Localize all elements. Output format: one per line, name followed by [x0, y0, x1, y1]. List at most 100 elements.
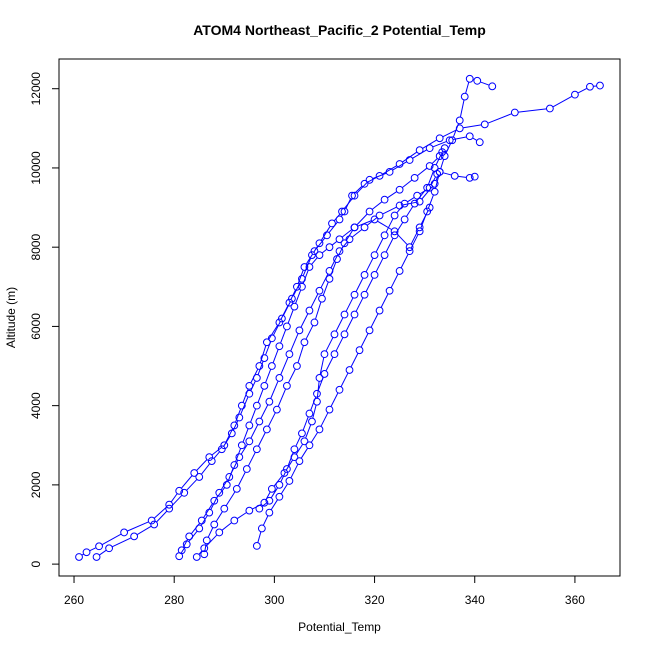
series-segment [283, 301, 291, 316]
data-point [75, 553, 83, 561]
data-point [237, 441, 246, 450]
series-segment [270, 499, 278, 510]
series-segment [577, 87, 587, 94]
series-segment [343, 198, 353, 210]
series-segment [240, 396, 249, 415]
data-point [365, 175, 374, 184]
series-segment [237, 472, 246, 486]
data-point [596, 81, 604, 90]
x-tick-label: 300 [264, 593, 284, 607]
data-point [165, 504, 174, 513]
data-point [192, 553, 201, 561]
series-segment [365, 258, 374, 272]
y-tick-label: 2000 [29, 471, 43, 498]
y-tick-label: 10000 [29, 151, 43, 185]
data-point [385, 168, 394, 176]
data-point [200, 544, 209, 553]
series-segment [302, 258, 312, 276]
series-segment [227, 468, 234, 482]
series-segment [442, 129, 457, 138]
data-point [180, 488, 189, 497]
series-segment [396, 206, 403, 214]
series-segment [396, 233, 408, 245]
series-3 [175, 168, 479, 561]
data-point [195, 473, 204, 481]
series-5 [252, 74, 497, 550]
data-point [257, 524, 266, 533]
series-6 [192, 169, 442, 561]
data-point [230, 461, 239, 469]
data-point [380, 195, 389, 204]
series-segment [211, 447, 222, 456]
series-segment [287, 452, 294, 466]
data-point [350, 223, 359, 232]
series-segment [248, 452, 256, 467]
series-segment [265, 369, 272, 383]
data-point [272, 405, 281, 414]
data-point [235, 453, 244, 462]
series-segment [99, 549, 107, 556]
series-segment [311, 257, 318, 265]
series-segment [392, 161, 407, 171]
data-point [293, 362, 301, 370]
x-axis-label: Potential_Temp [298, 620, 381, 634]
data-point [242, 465, 251, 473]
x-tick-label: 260 [64, 593, 84, 607]
y-tick-label: 8000 [29, 234, 43, 261]
series-segment [430, 176, 436, 185]
data-point [237, 401, 246, 410]
data-point [310, 318, 319, 327]
data-point [475, 138, 484, 147]
series-4 [200, 144, 449, 559]
series-segment [375, 258, 384, 272]
series-segment [412, 149, 427, 159]
series-segment [302, 270, 309, 284]
series-segment [295, 436, 301, 447]
series-segment [305, 424, 312, 439]
series-segment [319, 357, 325, 375]
data-point [215, 488, 224, 497]
series-segment [552, 95, 573, 108]
series-segment [360, 333, 369, 348]
series-segment [154, 506, 167, 519]
series-segment [240, 444, 248, 455]
data-point [375, 171, 384, 180]
data-point [365, 207, 374, 216]
data-point [360, 179, 369, 188]
data-point [245, 389, 254, 398]
series-segment [328, 221, 338, 233]
series-segment [203, 503, 213, 518]
series-segment [372, 201, 383, 210]
series-segment [356, 182, 368, 194]
series-segment [290, 289, 296, 300]
series-segment [427, 171, 434, 185]
series-segment [101, 533, 122, 545]
series-segment [325, 357, 334, 371]
series-segment [235, 448, 242, 462]
data-point [217, 445, 226, 454]
series-segment [225, 491, 236, 506]
data-point [202, 536, 211, 545]
data-point [255, 362, 264, 370]
data-point [275, 374, 284, 382]
data-point [325, 243, 334, 252]
series-segment [272, 349, 279, 363]
series-segment [257, 361, 264, 375]
x-tick-label: 360 [565, 593, 585, 607]
series-segment [427, 194, 434, 209]
data-point [95, 542, 103, 551]
series-segment [310, 396, 317, 411]
series-segment [435, 155, 442, 165]
series-segment [342, 229, 353, 238]
series-segment [89, 547, 97, 552]
series-segment [480, 81, 490, 86]
series-segment [186, 479, 198, 491]
series-segment [345, 297, 354, 312]
series-segment [270, 487, 278, 498]
series-segment [300, 448, 308, 459]
data-point [150, 520, 159, 529]
data-point [360, 271, 369, 279]
data-point [280, 469, 289, 477]
series-segment [410, 230, 419, 245]
data-point [435, 134, 444, 143]
